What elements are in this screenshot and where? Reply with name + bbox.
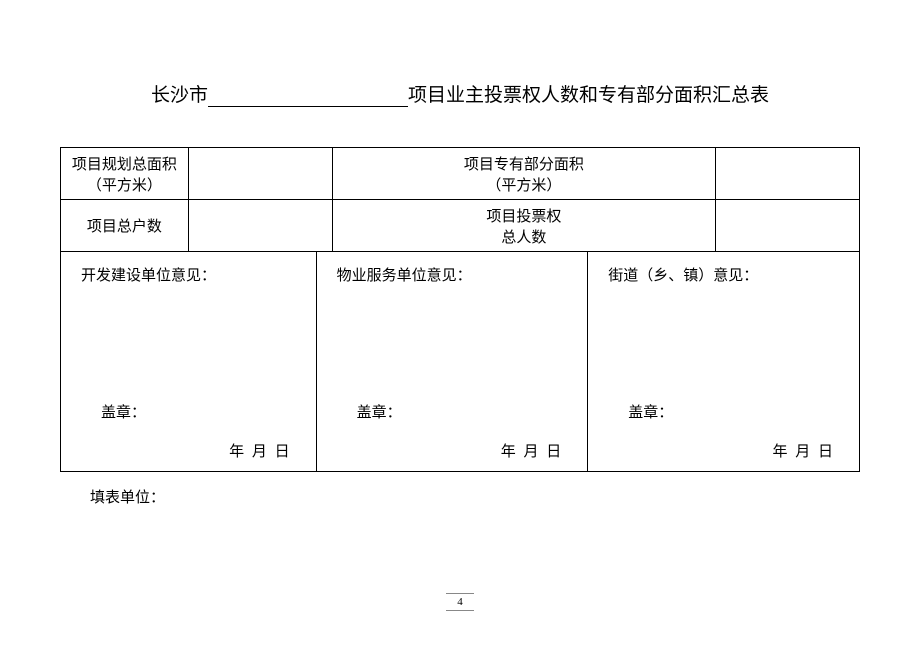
stamp-block: 盖章： 年 月 日 bbox=[61, 401, 316, 461]
label-total-households: 项目总户数 bbox=[61, 200, 189, 252]
page-number: 4 bbox=[457, 596, 463, 608]
value-voting-population bbox=[716, 200, 860, 252]
stamp-label: 盖章： bbox=[357, 401, 568, 422]
opinion-developer: 开发建设单位意见： 盖章： 年 月 日 bbox=[61, 252, 317, 472]
value-exclusive-area bbox=[716, 148, 860, 200]
label-exclusive-area: 项目专有部分面积 （平方米） bbox=[332, 148, 715, 200]
stamp-label: 盖章： bbox=[101, 401, 296, 422]
title-blank-line bbox=[208, 85, 408, 107]
title-suffix: 项目业主投票权人数和专有部分面积汇总表 bbox=[408, 85, 769, 106]
date-line: 年 月 日 bbox=[628, 440, 839, 461]
label-total-planned-area: 项目规划总面积 （平方米） bbox=[61, 148, 189, 200]
summary-table: 项目规划总面积 （平方米） 项目专有部分面积 （平方米） 项目总户数 项目投票权… bbox=[60, 147, 860, 472]
opinions-row: 开发建设单位意见： 盖章： 年 月 日 物业服务单位意见： 盖章： 年 月 日 … bbox=[61, 252, 860, 472]
date-line: 年 月 日 bbox=[357, 440, 568, 461]
table-row: 项目总户数 项目投票权 总人数 bbox=[61, 200, 860, 252]
opinion-street-township: 街道（乡、镇）意见： 盖章： 年 月 日 bbox=[588, 252, 860, 472]
label-voting-population: 项目投票权 总人数 bbox=[332, 200, 715, 252]
stamp-block: 盖章： 年 月 日 bbox=[317, 401, 588, 461]
table-row: 项目规划总面积 （平方米） 项目专有部分面积 （平方米） bbox=[61, 148, 860, 200]
title-prefix: 长沙市 bbox=[151, 85, 208, 106]
value-total-planned-area bbox=[188, 148, 332, 200]
value-total-households bbox=[188, 200, 332, 252]
opinion-title: 街道（乡、镇）意见： bbox=[608, 264, 859, 285]
stamp-block: 盖章： 年 月 日 bbox=[588, 401, 859, 461]
opinion-title: 开发建设单位意见： bbox=[81, 264, 316, 285]
opinion-title: 物业服务单位意见： bbox=[337, 264, 588, 285]
stamp-label: 盖章： bbox=[628, 401, 839, 422]
document-page: 长沙市 项目业主投票权人数和专有部分面积汇总表 项目规划总面积 （平方米） 项目专… bbox=[0, 0, 920, 507]
filler-unit-label: 填表单位： bbox=[60, 486, 860, 507]
date-line: 年 月 日 bbox=[101, 440, 296, 461]
opinion-property-service: 物业服务单位意见： 盖章： 年 月 日 bbox=[316, 252, 588, 472]
document-title: 长沙市 项目业主投票权人数和专有部分面积汇总表 bbox=[60, 80, 860, 107]
page-number-container: 4 bbox=[446, 593, 474, 611]
